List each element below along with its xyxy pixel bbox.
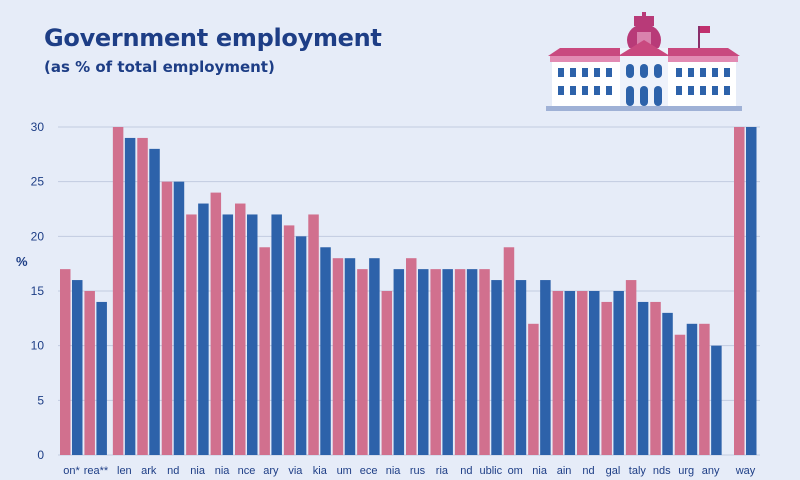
bar [259,247,270,455]
bar [711,345,722,455]
bar [149,148,160,455]
x-category-label: ublic [479,465,502,477]
bar [552,291,564,455]
bar [137,137,148,455]
y-tick-label: 10 [31,339,45,353]
x-category-label: any [702,465,720,477]
x-category-label: nd [167,465,179,477]
x-category-label: ark [141,465,157,477]
x-category-label: ria [436,465,449,477]
bar [161,181,173,455]
bar [124,137,136,455]
bar [430,269,441,455]
bar [454,269,466,455]
bar [589,291,600,455]
bar [491,280,502,455]
x-category-label: on* [63,465,80,477]
x-category-label: nia [532,465,548,477]
bar [96,301,107,455]
bar [479,269,490,455]
bar [332,258,344,455]
bar [686,323,698,455]
bar [418,269,429,455]
bar [442,269,453,455]
chart-title: Government employment [44,24,382,52]
y-tick-label: 15 [31,284,45,298]
bar [222,214,234,455]
y-axis-unit: % [16,254,28,269]
y-tick-label: 30 [31,120,45,134]
x-category-label: nd [582,465,594,477]
bar [734,127,745,455]
bar [84,291,95,455]
x-category-label: nce [238,465,256,477]
bar [283,225,295,455]
bar [271,214,282,455]
bar [503,247,515,455]
x-category-label: gal [606,465,621,477]
bar [613,291,624,455]
bar [528,323,539,455]
bar [381,291,393,455]
bar [393,269,405,455]
bar [344,258,356,455]
bar [540,280,551,455]
y-tick-label: 5 [37,393,44,407]
bar [515,280,527,455]
y-tick-label: 0 [37,448,44,462]
bar [746,127,757,455]
bar [662,312,673,455]
bar [186,214,197,455]
bar [357,269,368,455]
bar [650,301,661,455]
x-category-label: taly [629,465,647,477]
bar [577,291,588,455]
bar [60,269,71,455]
x-category-label: nia [190,465,206,477]
x-category-label: urg [678,465,694,477]
bar [320,247,331,455]
bar [72,280,83,455]
x-category-label: om [508,465,523,477]
bar [198,203,209,455]
bar [625,280,637,455]
bar [564,291,576,455]
bar [637,301,649,455]
x-category-label: rus [410,465,426,477]
x-category-label: ain [557,465,572,477]
x-category-label: rea** [84,465,109,477]
chart-subtitle: (as % of total employment) [44,58,275,76]
x-category-label: um [337,465,352,477]
x-category-label: nia [386,465,402,477]
x-category-label: ece [360,465,378,477]
x-category-label: kia [313,465,328,477]
bar [406,258,417,455]
bar [173,181,185,455]
bar [699,323,710,455]
bar [369,258,380,455]
x-category-label: nia [215,465,231,477]
x-category-label: nd [460,465,472,477]
bar [295,236,307,455]
government-building-icon [546,12,742,117]
bar [210,192,222,455]
x-category-label: nds [653,465,671,477]
x-category-label: len [117,465,132,477]
x-category-label: ary [263,465,279,477]
bar [466,269,478,455]
x-category-label: via [288,465,303,477]
bar [112,127,124,455]
y-tick-label: 25 [31,175,45,189]
y-tick-label: 20 [31,229,45,243]
x-category-label: way [735,465,756,477]
bar [308,214,319,455]
bar [674,334,686,455]
bar [601,301,612,455]
bar [235,203,246,455]
bar [247,214,258,455]
